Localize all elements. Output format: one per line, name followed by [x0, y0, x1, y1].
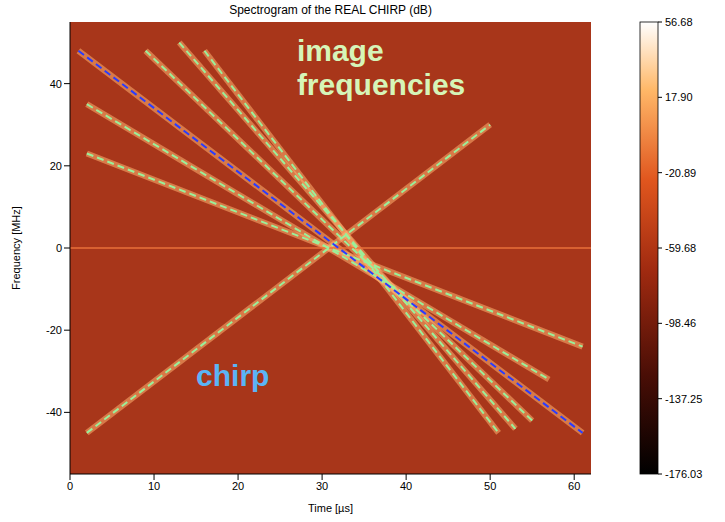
svg-text:50: 50 [484, 480, 496, 492]
svg-text:40: 40 [400, 480, 412, 492]
svg-text:-98.46: -98.46 [665, 317, 696, 329]
svg-text:-20: -20 [46, 324, 62, 336]
svg-text:60: 60 [568, 480, 580, 492]
svg-text:-176.03: -176.03 [665, 468, 702, 480]
html-text:image: image [296, 34, 384, 68]
svg-text:-137.25: -137.25 [665, 393, 702, 405]
html-text:Spectrogram of the REAL CHIRP: Spectrogram of the REAL CHIRP (dB) [229, 3, 432, 17]
svg-text:20: 20 [50, 160, 62, 172]
svg-text:Frequency [MHz]: Frequency [MHz] [10, 206, 22, 290]
svg-text:40: 40 [50, 78, 62, 90]
svg-text:0: 0 [67, 480, 73, 492]
html-text:frequencies: frequencies [296, 68, 466, 102]
svg-text:30: 30 [316, 480, 328, 492]
svg-text:10: 10 [148, 480, 160, 492]
svg-text:-20.89: -20.89 [665, 167, 696, 179]
svg-text:Time [µs]: Time [µs] [308, 502, 353, 514]
svg-text:-40: -40 [46, 406, 62, 418]
svg-text:-59.68: -59.68 [665, 242, 696, 254]
svg-text:0: 0 [56, 242, 62, 254]
html-text:chirp: chirp [196, 358, 270, 392]
svg-text:20: 20 [232, 480, 244, 492]
svg-text:56.68: 56.68 [665, 16, 693, 28]
svg-text:17.90: 17.90 [665, 91, 693, 103]
